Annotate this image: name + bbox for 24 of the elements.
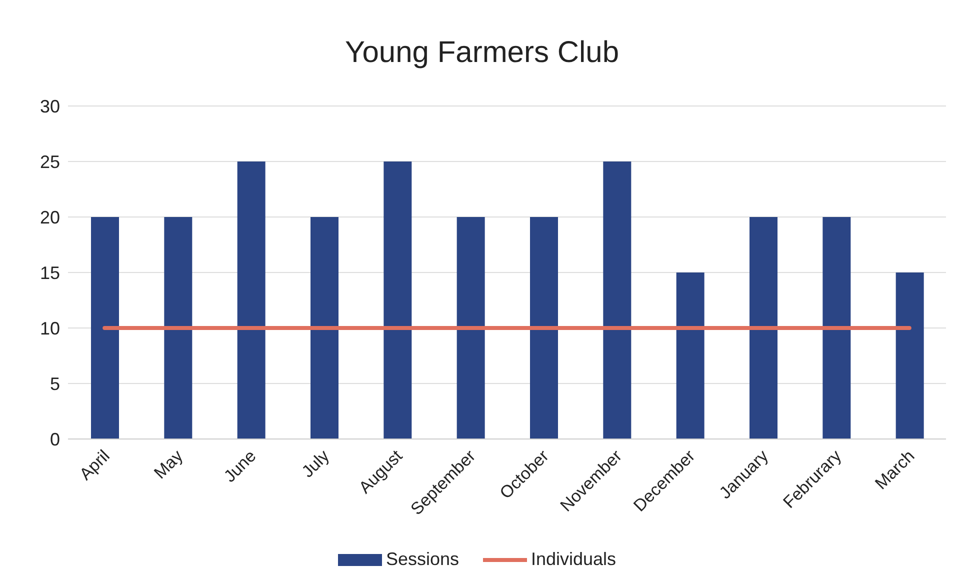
legend-label: Individuals [530,549,616,570]
chart-title: Young Farmers Club [344,35,620,70]
y-tick-label: 5 [50,374,60,394]
bar [91,217,119,439]
bar [750,217,778,439]
y-tick-label: 25 [40,152,60,172]
legend-label: Sessions [384,549,459,570]
y-tick-label: 15 [40,262,60,283]
bar [164,217,192,439]
y-tick-label: 10 [40,318,60,338]
bar [530,217,558,439]
bar [237,162,266,439]
bar [822,217,851,439]
bar [676,272,704,439]
bar [456,217,485,439]
bar [310,217,338,439]
bar [896,272,924,439]
bar [603,162,632,439]
y-tick-label: 30 [40,96,60,116]
bar [384,162,412,439]
x-tick-label: July [298,446,334,482]
y-tick-label: 0 [50,429,60,450]
x-tick-label: May [150,446,187,483]
y-tick-label: 20 [40,207,60,228]
